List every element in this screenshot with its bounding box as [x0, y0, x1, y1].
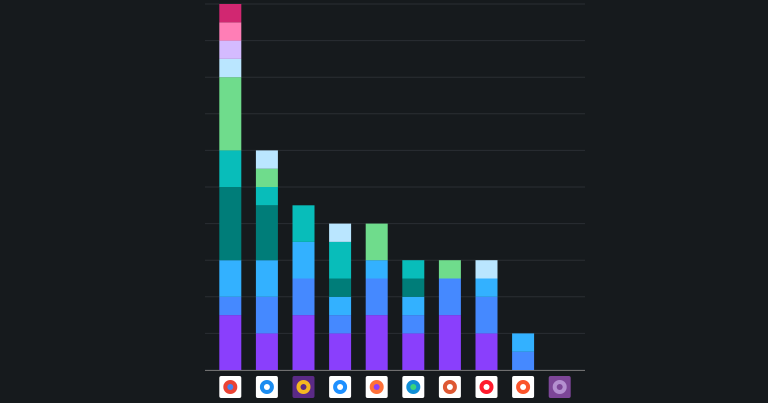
bar-segment — [255, 187, 278, 206]
icon-center — [373, 384, 380, 390]
bar-segment — [365, 223, 388, 261]
icon-center — [520, 384, 527, 390]
browser-icons — [219, 376, 571, 398]
bar-segment — [219, 22, 242, 41]
bar-segment — [219, 58, 242, 78]
bar-segment — [219, 4, 242, 23]
bar-segment — [438, 278, 461, 316]
icon-center — [227, 384, 234, 390]
bar-segment — [438, 260, 461, 279]
bars — [219, 4, 535, 370]
bar-segment — [329, 223, 352, 242]
bar-segment — [255, 296, 278, 334]
bar-segment — [329, 296, 352, 316]
bar-segment — [365, 315, 388, 370]
icon-center — [300, 384, 307, 390]
bar-segment — [475, 260, 498, 279]
bar-segment — [512, 351, 535, 370]
bar-segment — [402, 333, 425, 370]
bar-segment — [219, 40, 242, 59]
bar-segment — [329, 315, 352, 334]
bar-segment — [402, 278, 425, 297]
bar-segment — [219, 260, 242, 297]
bar-segment — [292, 205, 315, 242]
bar-segment — [219, 296, 242, 316]
bar-segment — [475, 296, 498, 334]
bar-segment — [475, 278, 498, 297]
bar-segment — [255, 168, 278, 187]
bar-segment — [512, 333, 535, 352]
bar-segment — [329, 241, 352, 279]
icon-center — [263, 384, 270, 390]
bar-segment — [219, 150, 242, 187]
bar-segment — [329, 333, 352, 370]
icon-center — [556, 384, 563, 390]
icon-center — [337, 384, 344, 390]
icon-center — [446, 384, 453, 390]
bar-segment — [292, 241, 315, 279]
bar-segment — [365, 260, 388, 279]
bar-segment — [292, 315, 315, 370]
bar-segment — [255, 205, 278, 261]
bar-segment — [255, 150, 278, 169]
bar-segment — [402, 315, 425, 334]
bar-segment — [219, 315, 242, 370]
bar-segment — [292, 278, 315, 316]
bar-segment — [255, 333, 278, 370]
bar-segment — [402, 296, 425, 316]
bar-segment — [329, 278, 352, 297]
icon-center — [483, 384, 490, 390]
bar-segment — [402, 260, 425, 279]
bar-segment — [365, 278, 388, 316]
bar-segment — [219, 187, 242, 261]
icon-center — [410, 384, 417, 390]
bar-segment — [438, 315, 461, 370]
bar-segment — [219, 77, 242, 151]
bar-segment — [255, 260, 278, 297]
bar-segment — [475, 333, 498, 370]
